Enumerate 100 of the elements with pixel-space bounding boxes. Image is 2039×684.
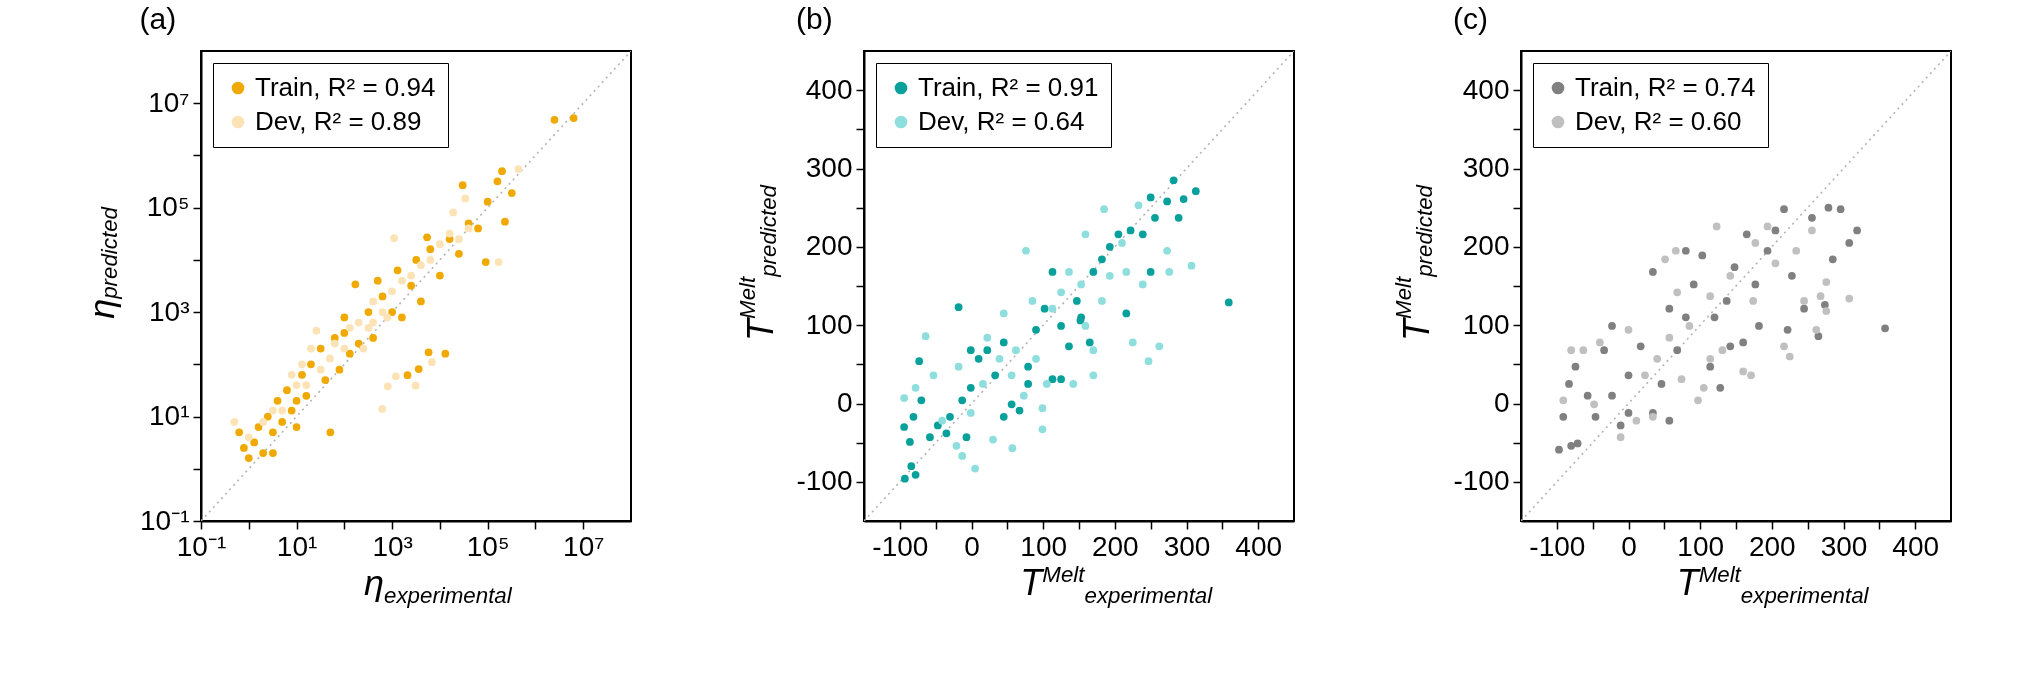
- y-tick-label: 0: [1493, 387, 1510, 418]
- point: [1000, 338, 1008, 347]
- point: [1008, 444, 1017, 453]
- point: [1710, 313, 1719, 322]
- y-tick-label: 10³: [149, 295, 190, 327]
- legend-label: Train, R² = 0.74: [1574, 72, 1756, 102]
- chart-title: (c): [1452, 2, 1488, 35]
- x-tick-label: 300: [1163, 530, 1211, 562]
- point: [1106, 242, 1115, 251]
- point: [1024, 362, 1033, 371]
- point: [1048, 375, 1057, 384]
- point: [1165, 268, 1174, 276]
- point: [991, 371, 1000, 380]
- x-tick-label: 10⁵: [466, 530, 510, 562]
- point: [1730, 263, 1739, 272]
- point: [942, 429, 951, 438]
- point: [1175, 213, 1183, 222]
- point: [955, 303, 963, 312]
- x-tick-label: 100: [1020, 530, 1068, 562]
- point: [1057, 322, 1066, 330]
- point: [929, 371, 938, 380]
- point: [1693, 396, 1702, 405]
- point: [1624, 371, 1633, 380]
- point: [1607, 322, 1616, 330]
- y-tick-label: 400: [806, 73, 853, 105]
- point: [1636, 342, 1645, 351]
- point: [1665, 416, 1673, 425]
- point: [1738, 367, 1747, 376]
- point: [1134, 201, 1143, 210]
- point: [1624, 409, 1633, 417]
- point: [1726, 342, 1734, 351]
- x-tick-label: 10³: [372, 530, 413, 562]
- y-tick-label: 100: [806, 308, 853, 340]
- point: [1616, 433, 1625, 442]
- point: [1000, 309, 1008, 318]
- point: [1170, 176, 1178, 185]
- point: [1043, 380, 1051, 388]
- point: [1763, 222, 1772, 231]
- point: [1816, 292, 1825, 301]
- point: [983, 333, 992, 342]
- point: [1077, 280, 1086, 289]
- point: [1048, 268, 1057, 276]
- point: [1880, 324, 1889, 333]
- point: [900, 423, 909, 431]
- point: [958, 396, 967, 405]
- point: [1599, 346, 1608, 355]
- x-tick-label: 10⁷: [563, 530, 605, 562]
- legend-label: Dev, R² = 0.60: [1574, 106, 1742, 136]
- point: [1008, 400, 1016, 409]
- point: [1163, 246, 1172, 255]
- point: [958, 452, 967, 460]
- point: [1705, 292, 1714, 301]
- x-tick-label: 400: [1891, 530, 1939, 562]
- legend-label: Train, R² = 0.91: [918, 72, 1099, 102]
- point: [1187, 261, 1196, 270]
- point: [955, 362, 963, 371]
- y-tick-label: 200: [806, 230, 853, 262]
- point: [1673, 346, 1681, 355]
- point: [1652, 354, 1661, 363]
- point: [1089, 371, 1098, 380]
- point: [1583, 391, 1592, 400]
- point: [1081, 322, 1090, 330]
- point: [1754, 322, 1763, 330]
- point: [1038, 425, 1047, 434]
- x-tick-label: 400: [1235, 530, 1283, 562]
- x-tick-label: -100: [872, 530, 929, 562]
- point: [1607, 391, 1616, 400]
- point: [1779, 205, 1788, 214]
- point: [1032, 326, 1041, 334]
- point: [967, 409, 975, 417]
- point: [926, 433, 935, 442]
- point: [989, 435, 998, 444]
- x-tick-label: 0: [1620, 530, 1637, 562]
- point: [1114, 230, 1123, 239]
- point: [1048, 304, 1057, 313]
- point: [967, 383, 975, 392]
- point: [1751, 280, 1759, 289]
- point: [1751, 239, 1759, 247]
- point: [1225, 298, 1233, 307]
- chart-title: (b): [796, 2, 833, 35]
- point: [1151, 213, 1160, 222]
- point: [1579, 346, 1587, 355]
- point: [1624, 326, 1633, 334]
- point: [983, 346, 992, 355]
- point: [938, 416, 947, 425]
- point: [1129, 338, 1137, 347]
- point: [917, 396, 926, 405]
- x-axis-title: η$_{experimental}$: [364, 562, 512, 610]
- point: [946, 412, 955, 421]
- point: [1681, 313, 1690, 322]
- point: [1689, 280, 1698, 289]
- x-tick-label: 200: [1748, 530, 1796, 562]
- point: [1763, 246, 1772, 255]
- point: [1677, 375, 1686, 384]
- legend-label: Train, R² = 0.94: [255, 72, 436, 102]
- point: [1559, 396, 1567, 405]
- point: [1665, 304, 1673, 313]
- point: [1065, 268, 1074, 276]
- point: [1573, 439, 1582, 448]
- legend-label: Dev, R² = 0.89: [255, 106, 422, 136]
